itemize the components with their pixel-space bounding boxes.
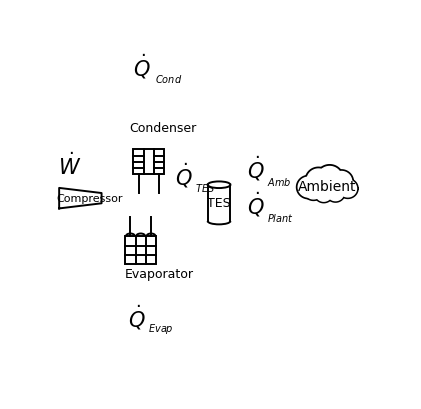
Polygon shape bbox=[338, 180, 357, 198]
Text: $\dot{Q}$: $\dot{Q}$ bbox=[247, 154, 264, 183]
Text: Evaporator: Evaporator bbox=[125, 268, 193, 281]
Text: $_{Evap}$: $_{Evap}$ bbox=[148, 322, 173, 337]
Text: TES: TES bbox=[207, 197, 231, 210]
Polygon shape bbox=[297, 177, 320, 198]
Text: Ambient: Ambient bbox=[298, 180, 356, 194]
Text: $\dot{W}$: $\dot{W}$ bbox=[59, 151, 82, 178]
Polygon shape bbox=[307, 170, 330, 191]
Polygon shape bbox=[298, 178, 319, 198]
Text: Condenser: Condenser bbox=[129, 121, 197, 134]
Text: $\dot{Q}$: $\dot{Q}$ bbox=[133, 52, 150, 81]
Ellipse shape bbox=[208, 182, 230, 189]
Polygon shape bbox=[318, 167, 341, 190]
Text: $\dot{Q}$: $\dot{Q}$ bbox=[175, 161, 192, 189]
Polygon shape bbox=[306, 169, 331, 193]
Polygon shape bbox=[316, 186, 332, 202]
Polygon shape bbox=[328, 186, 344, 201]
Polygon shape bbox=[315, 185, 333, 202]
Polygon shape bbox=[305, 183, 322, 200]
Polygon shape bbox=[330, 171, 352, 193]
Polygon shape bbox=[331, 172, 352, 192]
Bar bbox=[125, 236, 156, 265]
Text: $_{TES}$: $_{TES}$ bbox=[195, 181, 215, 195]
Text: $_{Amb}$: $_{Amb}$ bbox=[267, 175, 291, 189]
Polygon shape bbox=[317, 166, 343, 191]
Text: $_{Cond}$: $_{Cond}$ bbox=[155, 72, 183, 86]
Text: $_{Plant}$: $_{Plant}$ bbox=[267, 210, 294, 224]
Polygon shape bbox=[327, 185, 344, 202]
Polygon shape bbox=[304, 182, 323, 200]
Text: $\dot{Q}$: $\dot{Q}$ bbox=[128, 302, 145, 331]
Text: $\dot{Q}$: $\dot{Q}$ bbox=[247, 190, 264, 218]
Polygon shape bbox=[339, 181, 357, 198]
Bar bbox=[133, 150, 164, 175]
Text: Compressor: Compressor bbox=[56, 193, 123, 203]
